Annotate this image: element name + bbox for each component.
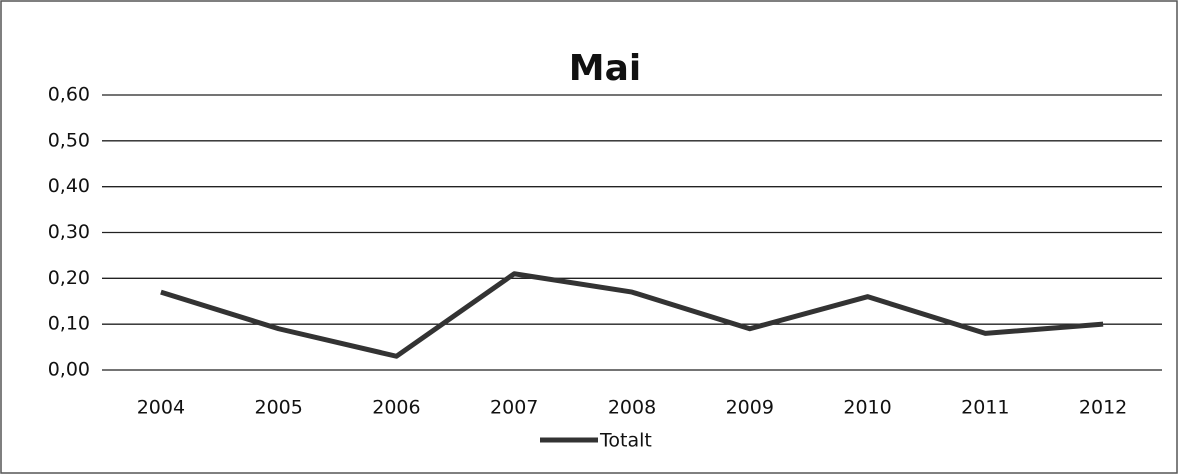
- x-tick-label: 2007: [490, 397, 538, 419]
- y-tick-label: 0,20: [48, 267, 90, 289]
- y-tick-label: 0,10: [48, 313, 90, 335]
- x-tick-label: 2010: [843, 397, 891, 419]
- y-tick-label: 0,30: [48, 221, 90, 243]
- x-tick-label: 2006: [372, 397, 420, 419]
- y-tick-label: 0,00: [48, 359, 90, 381]
- chart-title: Mai: [569, 48, 641, 89]
- x-tick-label: 2008: [608, 397, 656, 419]
- x-tick-label: 2011: [961, 397, 1009, 419]
- y-tick-label: 0,50: [48, 129, 90, 151]
- x-tick-label: 2004: [137, 397, 185, 419]
- x-tick-label: 2005: [254, 397, 302, 419]
- y-tick-label: 0,40: [48, 175, 90, 197]
- y-tick-label: 0,60: [48, 84, 90, 106]
- x-tick-label: 2012: [1079, 397, 1127, 419]
- legend-label: Totalt: [599, 430, 652, 452]
- data-line: [160, 271, 1104, 359]
- x-tick-label: 2009: [726, 397, 774, 419]
